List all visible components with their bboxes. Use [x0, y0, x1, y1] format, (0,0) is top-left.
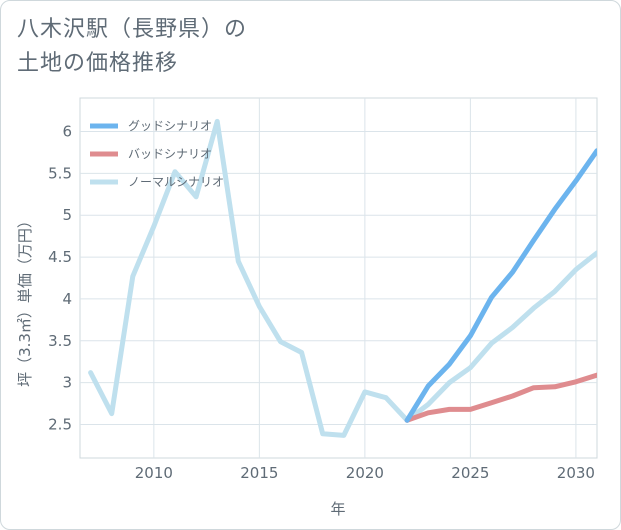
x-tick-label: 2015 [240, 464, 278, 482]
y-tick-label: 3 [62, 374, 72, 392]
x-tick-label: 2025 [451, 464, 489, 482]
y-axis-title: 坪（3.3㎡）単価（万円） [16, 213, 34, 387]
y-tick-label: 4.5 [48, 248, 72, 266]
y-tick-label: 2.5 [48, 416, 72, 434]
series-line-2 [88, 118, 597, 438]
x-tick-label: 2030 [557, 464, 595, 482]
y-tick-label: 3.5 [48, 332, 72, 350]
y-tick-label: 6 [62, 122, 72, 140]
chart-title: 八木沢駅（長野県）の 土地の価格推移 [17, 13, 247, 81]
y-tick-label: 5.5 [48, 164, 72, 182]
axis-ticks: 2010 2015 2020 2025 2030 2.5 3 3.5 4 4.5 5 5.5 6 [48, 122, 595, 482]
grid-lines [80, 98, 597, 458]
title-line-1: 八木沢駅（長野県）の [17, 17, 248, 42]
y-tick-label: 4 [62, 290, 72, 308]
x-axis-title: 年 [330, 500, 345, 518]
title-line-2: 土地の価格推移 [17, 51, 179, 76]
series-line-1 [404, 372, 597, 423]
legend-label-0: グッドシナリオ [128, 119, 212, 133]
x-tick-label: 2020 [346, 464, 384, 482]
legend-label-1: バッドシナリオ [128, 147, 212, 161]
series-lines [88, 118, 597, 438]
x-tick-label: 2010 [135, 464, 173, 482]
y-tick-label: 5 [62, 206, 72, 224]
legend-label-2: ノーマルシナリオ [128, 175, 224, 189]
series-line-0 [404, 148, 597, 423]
